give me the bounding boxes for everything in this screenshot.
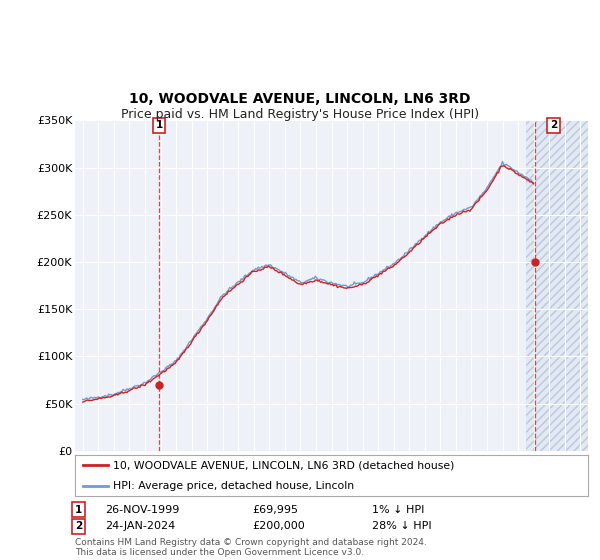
Text: 28% ↓ HPI: 28% ↓ HPI	[372, 521, 431, 531]
Text: 10, WOODVALE AVENUE, LINCOLN, LN6 3RD (detached house): 10, WOODVALE AVENUE, LINCOLN, LN6 3RD (d…	[113, 460, 455, 470]
Text: 2: 2	[550, 120, 557, 130]
Text: £69,995: £69,995	[252, 505, 298, 515]
Text: 1: 1	[155, 120, 163, 130]
Text: 24-JAN-2024: 24-JAN-2024	[105, 521, 175, 531]
Text: 2: 2	[75, 521, 82, 531]
Text: 1: 1	[75, 505, 82, 515]
Text: 26-NOV-1999: 26-NOV-1999	[105, 505, 179, 515]
Text: HPI: Average price, detached house, Lincoln: HPI: Average price, detached house, Linc…	[113, 480, 355, 491]
Text: £200,000: £200,000	[252, 521, 305, 531]
Text: 1% ↓ HPI: 1% ↓ HPI	[372, 505, 424, 515]
Text: 10, WOODVALE AVENUE, LINCOLN, LN6 3RD: 10, WOODVALE AVENUE, LINCOLN, LN6 3RD	[129, 92, 471, 106]
Text: Contains HM Land Registry data © Crown copyright and database right 2024.
This d: Contains HM Land Registry data © Crown c…	[75, 538, 427, 557]
Bar	[526, 120, 588, 451]
Bar	[526, 120, 588, 451]
Text: Price paid vs. HM Land Registry's House Price Index (HPI): Price paid vs. HM Land Registry's House …	[121, 108, 479, 120]
